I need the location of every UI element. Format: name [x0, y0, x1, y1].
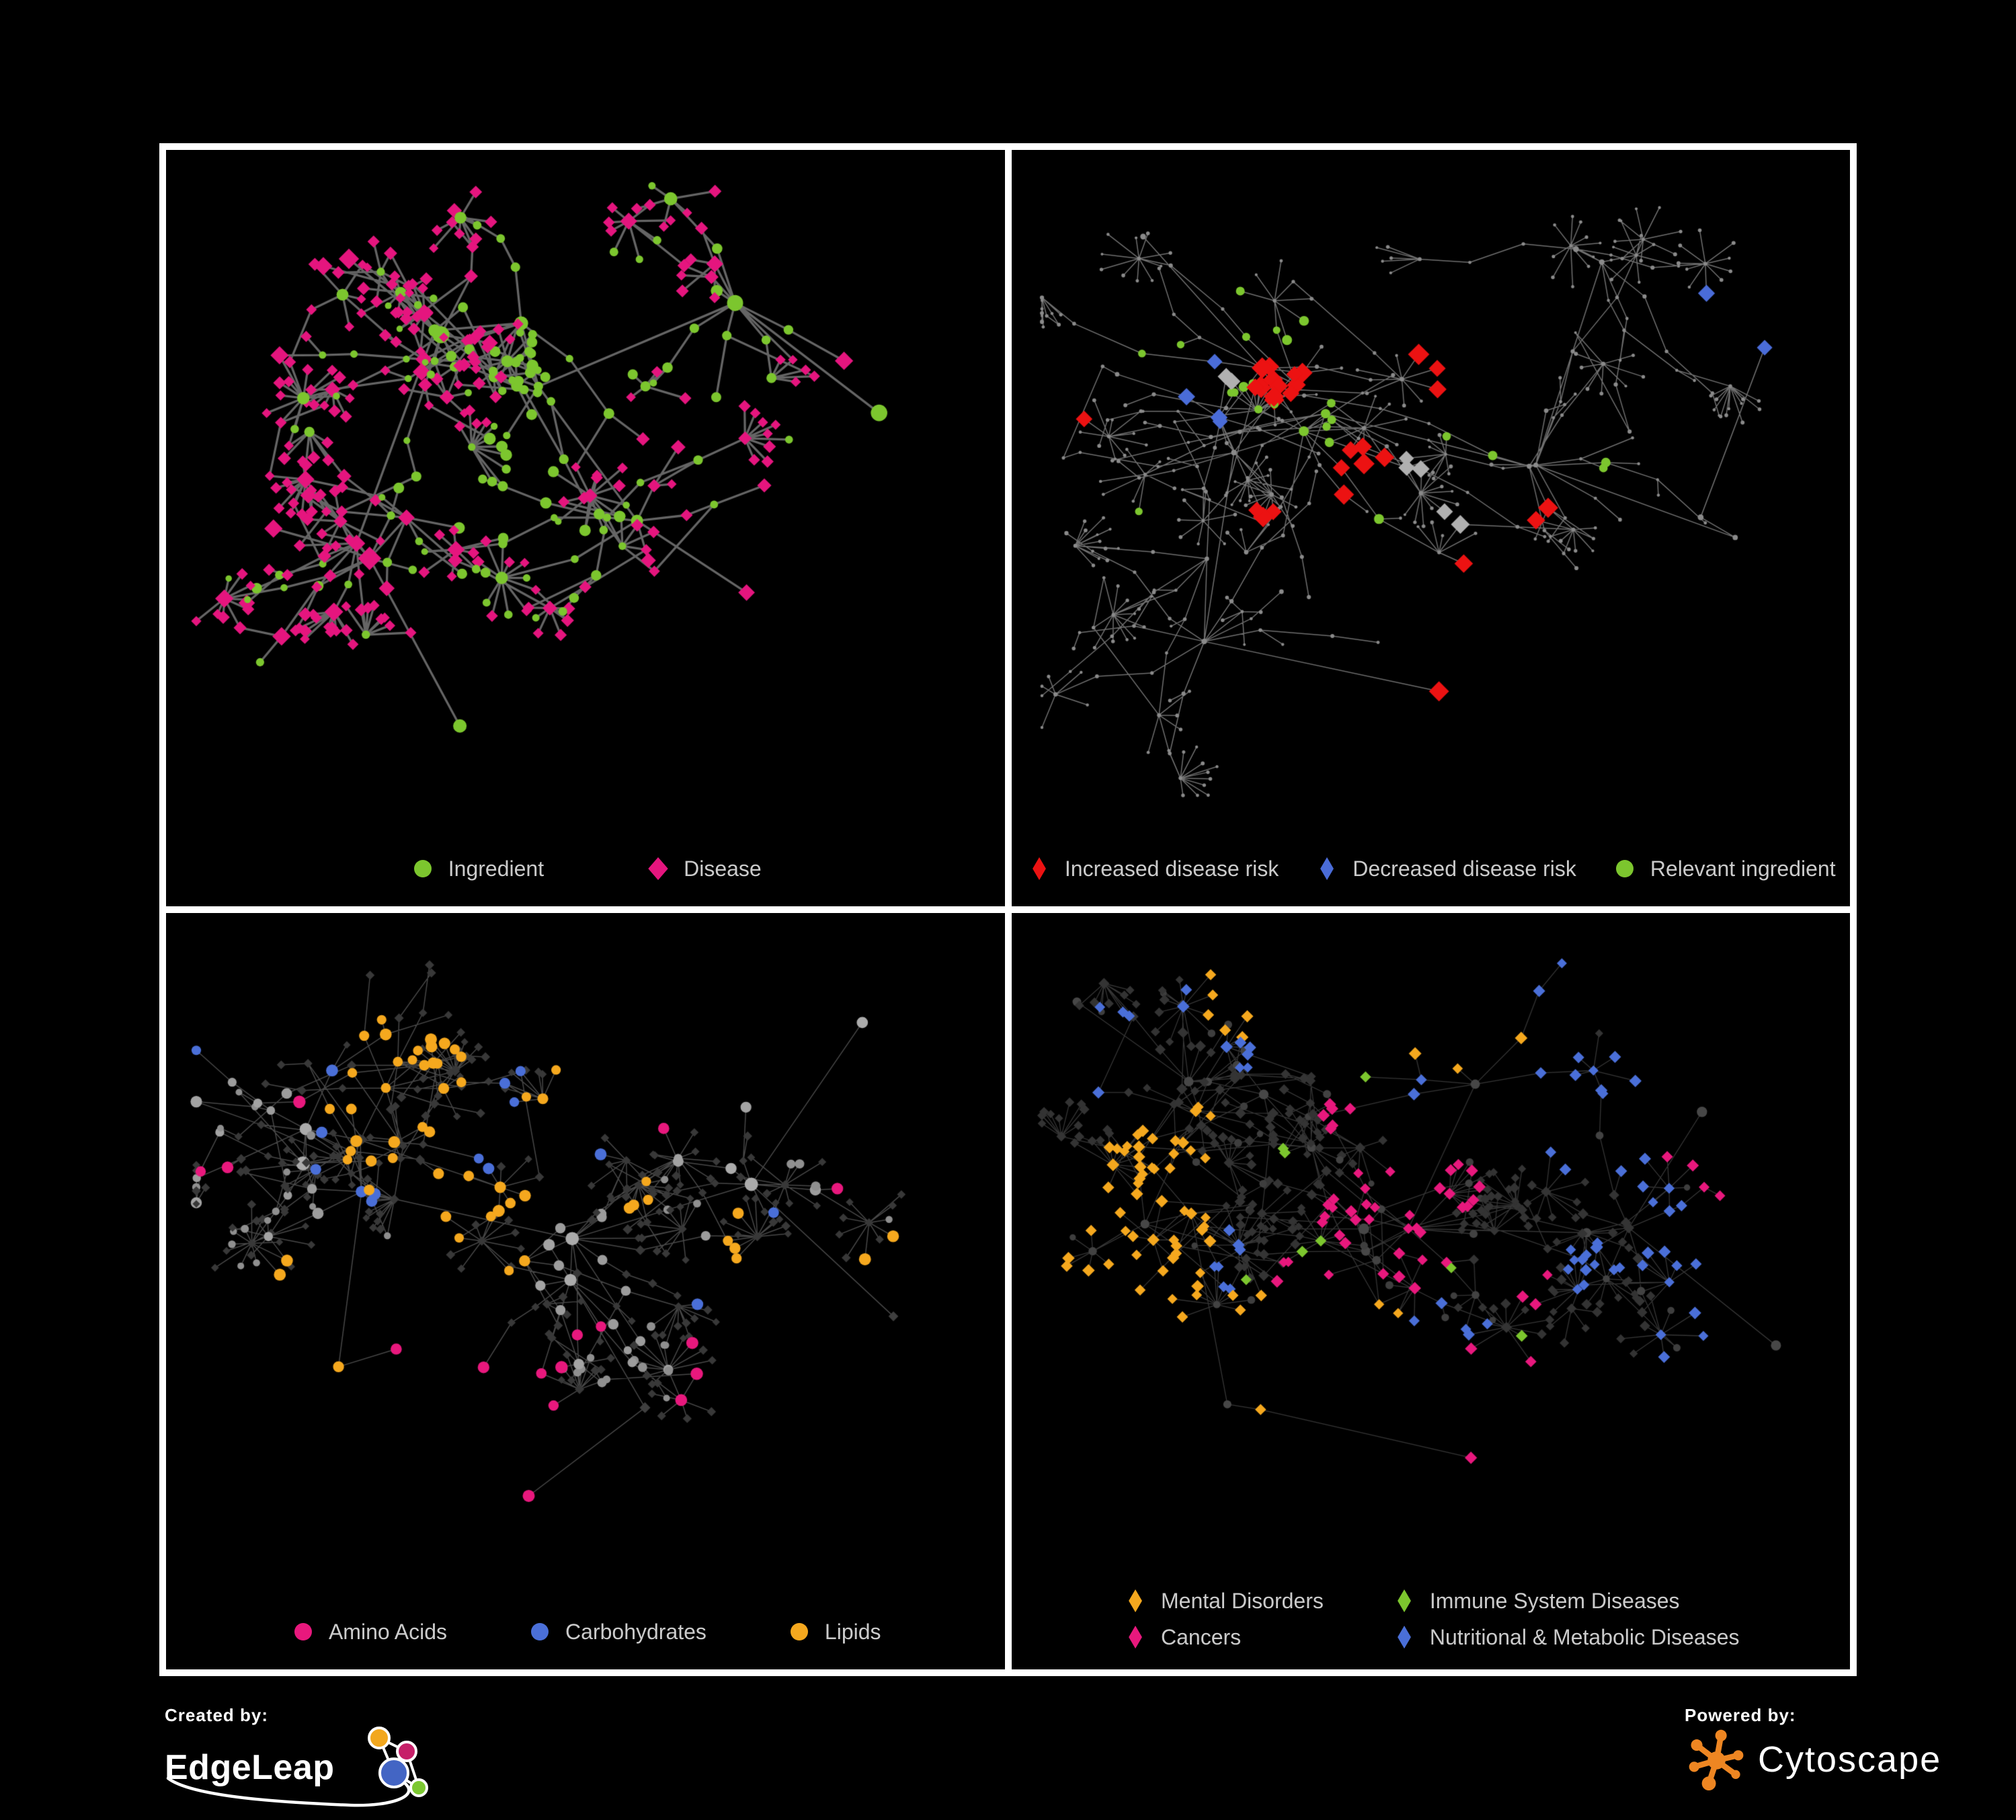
legend-item-ingredient: Ingredient	[409, 855, 544, 882]
legend-item-carbohydrates: Carbohydrates	[526, 1618, 707, 1645]
legend-item-decreased-disease-risk: Decreased disease risk	[1314, 855, 1576, 882]
panel-nutrient-class-network: Amino Acids Carbohydrates Lipids	[166, 913, 1005, 1669]
legend-label: Disease	[684, 856, 762, 881]
disease-risk-network-canvas	[1011, 150, 1850, 906]
cytoscape-wordmark: Cytoscape	[1758, 1739, 1942, 1780]
powered-by-block: Powered by: Cytoscape	[1685, 1705, 1941, 1791]
nutrient-class-network-canvas	[166, 913, 1005, 1669]
legend-item-amino-acids: Amino Acids	[290, 1618, 447, 1645]
disease-category-network-canvas	[1011, 913, 1850, 1669]
powered-by-label: Powered by:	[1685, 1705, 1796, 1725]
legend-label: Ingredient	[448, 856, 545, 881]
circle-marker	[790, 1623, 808, 1640]
nutrient-class-legend: Amino Acids Carbohydrates Lipids	[166, 1618, 1005, 1645]
circle-marker	[531, 1623, 549, 1640]
legend-item-immune-system-diseases: Immune System Diseases	[1391, 1587, 1740, 1614]
circle-marker	[413, 860, 432, 877]
legend-label: Lipids	[824, 1619, 881, 1644]
created-by-block: Created by: EdgeLeap	[165, 1705, 438, 1808]
legend-label: Carbohydrates	[565, 1619, 707, 1644]
ingredient-disease-legend: Ingredient Disease	[166, 855, 1005, 882]
diamond-marker	[1129, 1589, 1142, 1612]
legend-label: Mental Disorders	[1161, 1588, 1324, 1613]
legend-label: Cancers	[1161, 1624, 1242, 1649]
panel-ingredient-disease-network: Ingredient Disease	[166, 150, 1005, 906]
legend-item-relevant-ingredient: Relevant ingredient	[1611, 855, 1836, 882]
legend-item-increased-disease-risk: Increased disease risk	[1026, 855, 1279, 882]
cytoscape-logo-icon	[1689, 1729, 1744, 1791]
diamond-marker	[1032, 857, 1046, 880]
legend-label: Relevant ingredient	[1650, 856, 1836, 881]
legend-label: Increased disease risk	[1064, 856, 1279, 881]
legend-label: Immune System Diseases	[1429, 1588, 1680, 1613]
disease-category-legend: Mental Disorders Immune System Diseases Ca…	[1012, 1587, 1851, 1651]
legend-item-lipids: Lipids	[786, 1618, 881, 1645]
diamond-marker	[1397, 1589, 1411, 1612]
diamond-marker	[1397, 1626, 1411, 1649]
circle-marker	[1615, 860, 1634, 877]
diamond-marker	[1129, 1626, 1142, 1649]
circle-marker	[294, 1623, 312, 1640]
figure-board: Ingredient Disease Increased disease risk…	[159, 143, 1857, 1676]
legend-item-cancers: Cancers	[1122, 1624, 1324, 1651]
ingredient-disease-network-canvas	[166, 150, 1005, 906]
legend-label: Nutritional & Metabolic Diseases	[1429, 1624, 1740, 1649]
edgeleap-logo-icon	[166, 1727, 428, 1807]
created-by-label: Created by:	[165, 1705, 269, 1725]
legend-label: Decreased disease risk	[1353, 856, 1576, 881]
panel-disease-category-network: Mental Disorders Immune System Diseases Ca…	[1011, 913, 1851, 1669]
legend-item-disease: Disease	[645, 855, 762, 882]
diamond-marker	[648, 857, 668, 880]
legend-item-mental-disorders: Mental Disorders	[1122, 1587, 1324, 1614]
edgeleap-wordmark: EdgeLeap	[165, 1748, 335, 1787]
diamond-marker	[1320, 857, 1334, 880]
legend-label: Amino Acids	[328, 1619, 448, 1644]
panel-disease-risk-network: Increased disease risk Decreased disease …	[1011, 150, 1851, 906]
disease-risk-legend: Increased disease risk Decreased disease …	[1012, 855, 1851, 882]
legend-item-nutritional-metabolic-diseases: Nutritional & Metabolic Diseases	[1391, 1624, 1740, 1651]
